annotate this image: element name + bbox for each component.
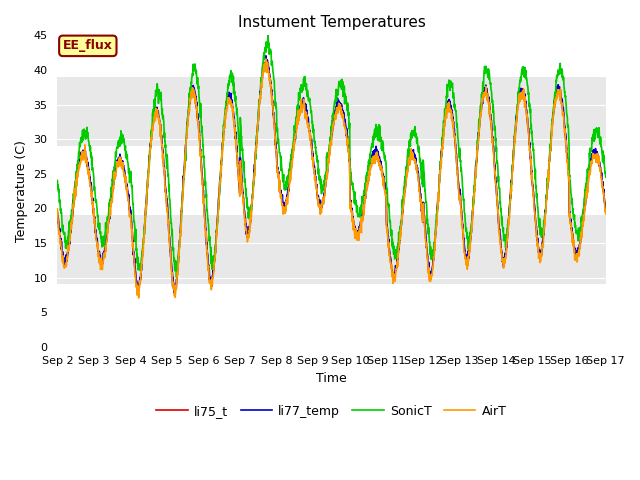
SonicT (348, 182, 356, 188)
SonicT (360, 191, 367, 196)
AirT (602, 211, 609, 217)
AirT (360, 207, 367, 213)
Legend: li75_t, li77_temp, SonicT, AirT: li75_t, li77_temp, SonicT, AirT (152, 400, 511, 423)
AirT (492, 177, 499, 183)
li75_t (207, 279, 214, 285)
AirT (348, 208, 356, 214)
li75_t (360, 206, 367, 212)
li75_t (348, 209, 356, 215)
Bar (58, 77, 605, 146)
SonicT (602, 174, 609, 180)
li75_t (602, 206, 609, 212)
li77_temp (348, 209, 356, 215)
Line: SonicT: SonicT (58, 34, 605, 277)
li77_temp (360, 203, 367, 209)
li77_temp (602, 203, 609, 208)
li77_temp (207, 277, 214, 283)
SonicT (264, 31, 272, 36)
SonicT (569, 206, 577, 212)
li75_t (569, 238, 577, 244)
Bar (58, 215, 605, 285)
li75_t (54, 210, 61, 216)
SonicT (554, 72, 561, 78)
li75_t (262, 56, 269, 62)
Line: AirT: AirT (58, 59, 605, 298)
AirT (569, 240, 577, 246)
AirT (262, 56, 269, 62)
Text: EE_flux: EE_flux (63, 39, 113, 52)
SonicT (54, 178, 61, 183)
li77_temp (262, 53, 269, 59)
SonicT (173, 275, 180, 280)
li77_temp (171, 290, 179, 296)
Line: li75_t: li75_t (58, 59, 605, 293)
AirT (554, 87, 561, 93)
AirT (54, 206, 61, 212)
Line: li77_temp: li77_temp (58, 56, 605, 293)
AirT (207, 280, 214, 286)
li75_t (554, 89, 561, 95)
li75_t (492, 173, 499, 179)
li77_temp (554, 87, 561, 93)
li77_temp (492, 176, 499, 181)
li77_temp (54, 209, 61, 215)
SonicT (207, 244, 214, 250)
li77_temp (569, 235, 577, 241)
Title: Instument Temperatures: Instument Temperatures (237, 15, 426, 30)
Y-axis label: Temperature (C): Temperature (C) (15, 140, 28, 242)
SonicT (492, 126, 499, 132)
X-axis label: Time: Time (316, 372, 347, 385)
AirT (135, 295, 143, 301)
li75_t (170, 290, 178, 296)
